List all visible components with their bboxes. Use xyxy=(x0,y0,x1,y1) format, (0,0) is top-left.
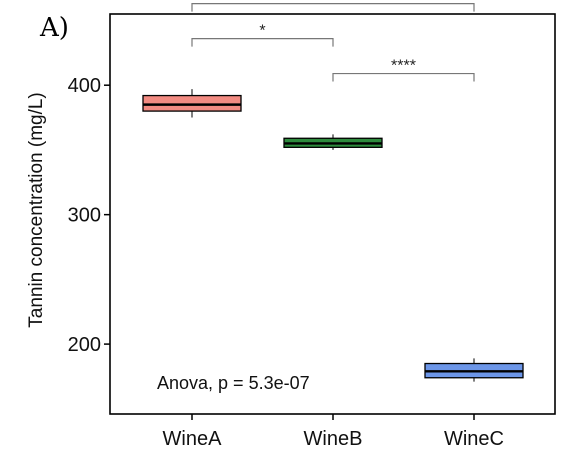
significance-brackets: ********* xyxy=(191,0,475,82)
box-series xyxy=(142,89,524,382)
significance-label: * xyxy=(259,23,265,40)
bracket-winea-winec: **** xyxy=(191,0,475,12)
y-tick-label: 200 xyxy=(68,334,101,356)
significance-label: **** xyxy=(321,0,346,5)
x-tick-label: WineC xyxy=(444,428,504,449)
bracket-winea-wineb: * xyxy=(191,23,334,47)
bracket-line xyxy=(191,37,334,47)
x-tick-label: WineB xyxy=(304,428,363,449)
anova-annotation: Anova, p = 5.3e-07 xyxy=(157,373,310,393)
y-axis: 200 300 400 xyxy=(68,75,110,356)
bracket-wineb-winec: **** xyxy=(332,58,475,82)
significance-label: **** xyxy=(391,58,416,75)
box-winec xyxy=(424,358,524,382)
bracket-line xyxy=(191,3,475,12)
panel-label: A) xyxy=(39,13,69,43)
y-axis-title: Tannin concentration (mg/L) xyxy=(26,92,47,328)
box-body xyxy=(142,94,242,112)
y-tick-label: 300 xyxy=(68,205,101,227)
x-axis: WineA WineB WineC xyxy=(163,414,504,449)
box-winea xyxy=(142,89,242,118)
bracket-line xyxy=(332,72,475,82)
y-tick-label: 400 xyxy=(68,75,101,97)
box-wineb xyxy=(283,134,383,150)
x-tick-label: WineA xyxy=(163,428,223,449)
